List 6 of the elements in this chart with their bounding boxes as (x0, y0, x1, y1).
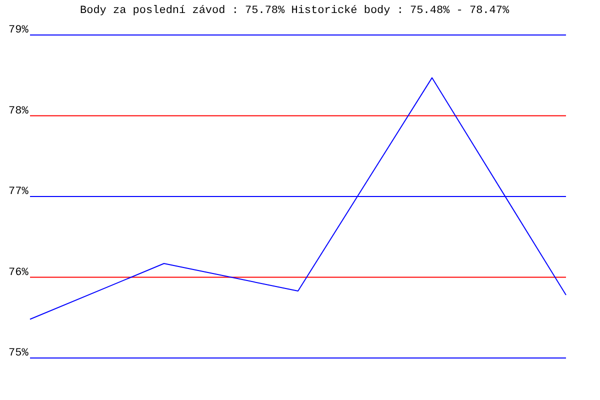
y-tick-label: 79% (8, 24, 29, 36)
y-tick-label: 75% (8, 348, 29, 360)
chart-title: Body za poslední závod : 75.78% Historické body : 75.48% - 78.47% (80, 5, 510, 17)
y-tick-label: 77% (8, 186, 29, 198)
y-tick-label: 76% (8, 266, 29, 279)
y-tick-label: 78% (8, 105, 29, 118)
